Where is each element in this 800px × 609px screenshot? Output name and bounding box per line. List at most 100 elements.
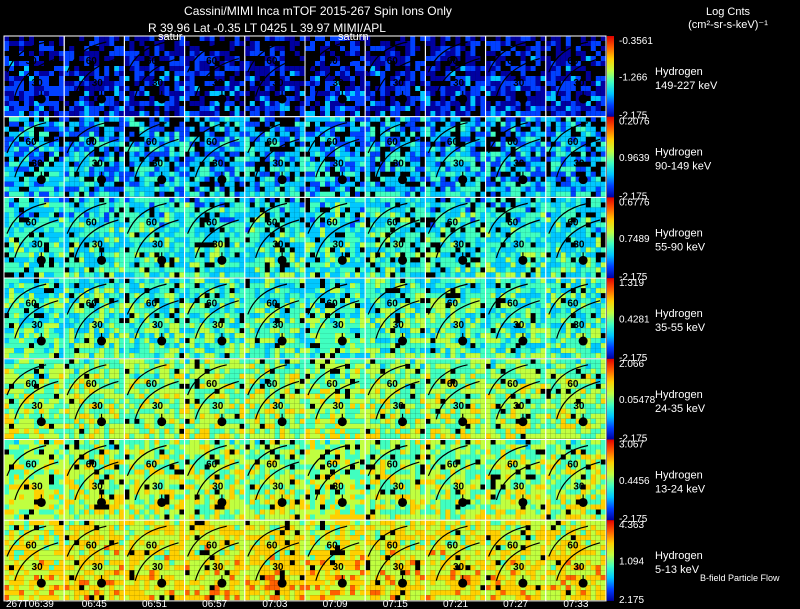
pixel [169,252,175,258]
pixel [24,176,29,182]
pixel [590,116,596,122]
pixel [370,247,376,253]
pixel [480,171,486,177]
pixel [249,151,255,157]
pixel [565,217,571,223]
pixel [575,202,581,208]
pixel [340,262,345,268]
pixel [335,91,340,96]
pixel [490,71,496,76]
pixel [24,272,29,278]
pixel [320,36,325,41]
pixel [89,212,95,218]
pixel [545,257,551,263]
pixel [19,191,24,197]
pixel [365,146,371,152]
pixel [465,166,471,172]
pixel [179,242,185,248]
pixel [375,61,381,66]
pixel [405,257,411,263]
pixel [244,126,250,132]
pixel [540,227,546,233]
pixel [269,272,275,278]
pixel [490,257,496,263]
pixel [39,186,44,192]
pixel [560,121,566,127]
pixel [39,343,44,349]
pixel [350,96,355,101]
pixel [405,237,411,243]
pixel [490,66,496,71]
pixel [49,46,54,51]
pixel [139,272,145,278]
pixel [350,227,355,233]
pixel [430,227,436,233]
pixel [44,101,49,106]
pixel [540,101,546,106]
pixel [575,66,581,71]
pixel [119,232,125,238]
pixel [525,91,531,96]
pixel [44,71,49,76]
pixel [44,191,49,197]
pixel [174,252,180,258]
pixel [94,51,100,56]
pixel [179,146,185,152]
pixel [44,166,49,172]
pixel [134,166,140,172]
pixel [249,166,255,172]
pixel [119,156,125,162]
pixel [320,111,325,116]
pixel [284,237,290,243]
pixel [149,232,155,238]
pixel [420,202,426,208]
pixel [139,36,145,41]
pixel [164,91,170,96]
pixel [89,71,95,76]
pixel [450,81,456,86]
pixel [299,111,305,116]
pixel [269,71,275,76]
pixel [279,76,285,81]
pixel [289,36,295,41]
pixel [59,298,64,304]
pixel [29,283,34,289]
pixel [585,247,591,253]
pixel [109,267,115,273]
pixel [555,232,561,238]
pixel [254,136,260,142]
pixel [360,126,365,132]
pixel [14,207,19,213]
pixel [440,202,446,208]
pixel [84,252,90,258]
pixel [214,166,220,172]
pixel [520,217,526,223]
pixel [415,86,421,91]
pixel [425,232,431,238]
pixel [420,146,426,152]
pixel [299,91,305,96]
pixel [585,217,591,223]
pixel [480,262,486,268]
pixel [144,252,150,258]
pixel [465,161,471,167]
pixel [400,242,406,248]
pixel [330,272,335,278]
pixel [455,161,461,167]
pixel [545,116,551,122]
pixel [99,166,105,172]
pixel [24,252,29,258]
pixel [315,191,320,197]
pixel [470,56,476,61]
pixel [525,242,531,248]
pixel [279,161,285,167]
pixel [84,293,90,299]
pixel [320,272,325,278]
pixel [490,212,496,218]
pixel [375,257,381,263]
pixel [44,308,49,314]
pixel [565,116,571,122]
pixel [510,156,516,162]
pixel [590,176,596,182]
pixel [480,252,486,258]
